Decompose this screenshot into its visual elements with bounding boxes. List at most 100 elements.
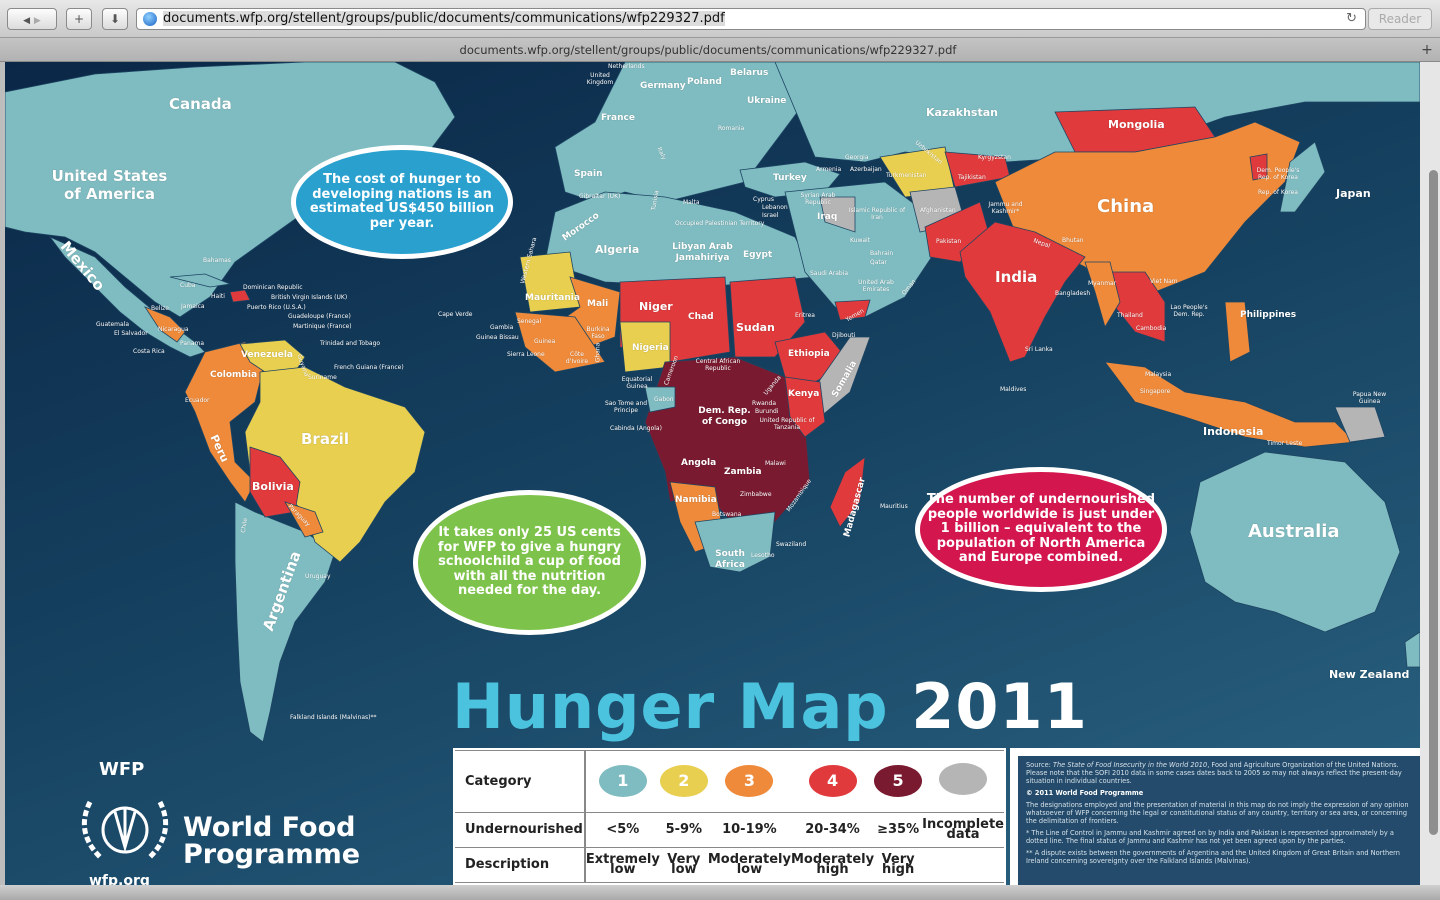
school-meal-bubble: It takes only 25 US cents for WFP to giv… xyxy=(413,490,646,635)
country-label: Colombia xyxy=(210,370,258,380)
country-label: Timor Leste xyxy=(1267,440,1303,447)
region-cuba xyxy=(169,273,232,288)
country-label: Viet Nam xyxy=(1150,278,1178,285)
category-2-oval: 2 xyxy=(659,765,708,798)
range-cell: 20-34% xyxy=(790,811,875,848)
legend-table: Category 1 2 3 4 5 Undernourished <5% 5-… xyxy=(453,748,1006,885)
download-icon[interactable]: ⬇ xyxy=(102,8,128,30)
country-label: Japan xyxy=(1336,187,1371,200)
legend-row-undernourished: Undernourished <5% 5-9% 10-19% 20-34% ≥3… xyxy=(455,811,1004,848)
region-new-zealand xyxy=(1404,631,1420,668)
url-text[interactable]: documents.wfp.org/stellent/groups/public… xyxy=(163,11,725,26)
country-label: Costa Rica xyxy=(133,348,165,355)
tab-title[interactable]: documents.wfp.org/stellent/groups/public… xyxy=(459,43,957,57)
tab-bar: documents.wfp.org/stellent/groups/public… xyxy=(0,38,1440,62)
country-label: United Kingdom xyxy=(586,72,614,86)
country-label: Malta xyxy=(683,199,700,206)
country-label: Eritrea xyxy=(795,312,815,319)
region-iraq xyxy=(819,196,856,233)
country-label: Saudi Arabia xyxy=(810,270,849,277)
country-label: Nigeria xyxy=(632,343,669,353)
country-label: Poland xyxy=(687,77,722,87)
country-label: Haiti xyxy=(211,293,225,300)
country-label: Mali xyxy=(587,299,609,309)
range-cell: <5% xyxy=(584,811,660,848)
country-label: Armenia xyxy=(816,166,842,173)
country-label: Pakistan xyxy=(936,238,962,245)
falklands-note: ** A dispute exists between the governme… xyxy=(1026,849,1400,865)
desc-cell: Very low xyxy=(659,846,708,884)
country-label: Libyan Arab Jamahiriya xyxy=(672,242,733,263)
country-label: Bolivia xyxy=(252,480,294,493)
undernourished-text: The number of undernourished people worl… xyxy=(926,492,1156,566)
country-label: Guinea Bissau xyxy=(476,334,519,341)
country-label: Cape Verde xyxy=(438,311,473,318)
country-label: Zimbabwe xyxy=(740,491,772,498)
country-label: Sudan xyxy=(736,321,775,334)
region-west-coast xyxy=(514,311,606,373)
country-label: Malaysia xyxy=(1145,371,1172,378)
region-papua xyxy=(1334,406,1386,443)
country-label: Gabon xyxy=(654,396,674,403)
country-label: Kenya xyxy=(788,389,820,399)
legend-row-category: Category 1 2 3 4 5 xyxy=(455,750,1004,813)
country-label: Georgia xyxy=(845,154,869,161)
country-label: Malawi xyxy=(765,460,786,467)
country-label: Suriname xyxy=(308,374,337,381)
country-label: Equatorial Guinea xyxy=(621,376,653,390)
map-title: Hunger Map 2011 xyxy=(452,670,1088,743)
browser-toolbar: ◀ ▶ + ⬇ documents.wfp.org/stellent/group… xyxy=(0,0,1440,38)
region-australia xyxy=(1189,451,1401,633)
kashmir-note: * The Line of Control in Jammu and Kashm… xyxy=(1026,829,1394,845)
country-label: Bahrain xyxy=(870,250,894,257)
range-cell: 10-19% xyxy=(707,811,791,848)
country-label: Belize xyxy=(151,305,169,312)
country-label: Bhutan xyxy=(1062,237,1084,244)
new-tab-icon[interactable]: + xyxy=(1421,42,1433,58)
country-label: Sri Lanka xyxy=(1025,346,1053,353)
country-label: Bangladesh xyxy=(1055,290,1091,297)
address-bar[interactable]: documents.wfp.org/stellent/groups/public… xyxy=(136,8,1366,30)
forward-icon[interactable]: ▶ xyxy=(33,16,41,26)
range-cell: Incomplete data xyxy=(922,811,1004,848)
logo-website: wfp.org xyxy=(89,873,150,885)
country-label: Egypt xyxy=(743,250,773,260)
country-label: Maldives xyxy=(1000,386,1027,393)
country-label: France xyxy=(601,113,635,123)
country-label: Puerto Rico (U.S.A.) xyxy=(247,304,306,311)
country-label: Kuwait xyxy=(850,237,871,244)
back-icon[interactable]: ◀ xyxy=(23,16,31,26)
pdf-hunger-map: Canada United States of America Mexico Braz… xyxy=(5,62,1420,885)
country-label: Belarus xyxy=(730,68,769,78)
country-label: Turkmenistan xyxy=(886,172,927,179)
country-label: New Zealand xyxy=(1329,668,1410,681)
logo-name-line2: Programme xyxy=(183,839,361,870)
country-label: Singapore xyxy=(1140,388,1171,395)
country-label: Angola xyxy=(681,458,717,468)
country-label: Guatemala xyxy=(96,321,130,328)
country-label: Lebanon xyxy=(762,204,788,211)
country-label: Falkland Islands (Malvinas)** xyxy=(290,714,377,721)
country-label: Swaziland xyxy=(776,541,807,548)
country-label: United Republic of Tanzania xyxy=(759,417,815,431)
scrollbar-thumb[interactable] xyxy=(1429,170,1438,835)
logo-name-line1: World Food xyxy=(183,812,356,843)
back-forward-buttons[interactable]: ◀ ▶ xyxy=(7,8,57,30)
country-label: Qatar xyxy=(870,259,887,266)
country-label: Mauritius xyxy=(880,503,908,510)
desc-cell: Moderately high xyxy=(790,846,875,884)
country-label: Burundi xyxy=(755,408,779,415)
reload-icon[interactable]: ↻ xyxy=(1346,11,1357,26)
country-label: Israel xyxy=(762,212,779,219)
country-label: Panama xyxy=(180,340,205,347)
country-label: Martinique (France) xyxy=(293,323,352,330)
country-label: Gibraltar (UK) xyxy=(579,193,621,200)
country-label: Rep. of Korea xyxy=(1258,189,1298,196)
reader-button[interactable]: Reader xyxy=(1368,8,1432,30)
country-label: Sierra Leone xyxy=(507,351,545,358)
add-bookmark-button[interactable]: + xyxy=(66,8,92,30)
desc-cell xyxy=(922,846,1004,884)
country-label: El Salvador xyxy=(114,330,148,337)
country-label: Côte d'Ivoire xyxy=(565,351,589,365)
country-label: Canada xyxy=(169,95,232,113)
